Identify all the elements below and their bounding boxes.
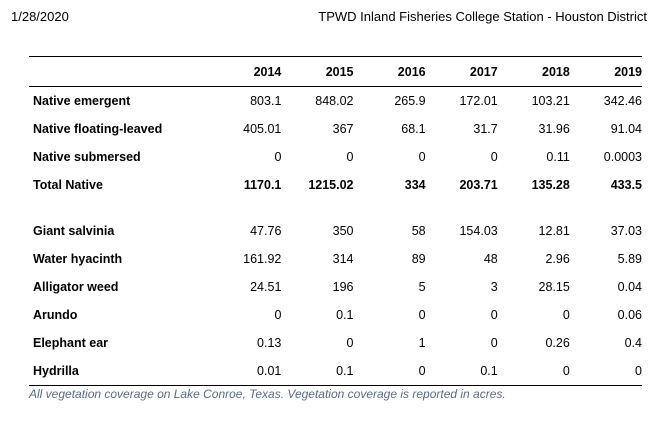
cell-value: 0.0003 xyxy=(603,150,642,164)
cell-value: 0.06 xyxy=(617,308,642,322)
cell-value: 5.89 xyxy=(617,252,642,266)
agency-title: TPWD Inland Fisheries College Station - … xyxy=(318,9,647,24)
cell-value: 103.21 xyxy=(531,94,570,108)
cell-value: 91.04 xyxy=(610,122,642,136)
cell-value: 2.96 xyxy=(545,252,570,266)
cell-value: 1170.1 xyxy=(243,178,282,192)
row-label: Arundo xyxy=(33,308,78,322)
row-label: Alligator weed xyxy=(33,280,119,294)
cell-value: 3 xyxy=(490,280,498,294)
cell-value: 58 xyxy=(411,224,426,238)
cell-value: 0.01 xyxy=(209,357,282,386)
vegetation-table-container: 2014 2015 2016 2017 2018 2019 Native eme… xyxy=(29,56,642,386)
cell-value: 0.4 xyxy=(624,336,642,350)
table-row: Native emergent 803.1 848.02 265.9 172.0… xyxy=(29,87,642,116)
table-row: Giant salvinia 47.76 350 58 154.03 12.81… xyxy=(29,217,642,245)
table-row: Hydrilla 0.01 0.1 0 0.1 0 0 xyxy=(29,357,642,386)
cell-value: 0 xyxy=(562,308,570,322)
cell-value: 1 xyxy=(418,336,426,350)
cell-value: 0 xyxy=(346,150,354,164)
cell-value: 47.76 xyxy=(250,224,282,238)
cell-value: 0 xyxy=(418,308,426,322)
cell-value: 350 xyxy=(332,224,354,238)
cell-value: 0.04 xyxy=(617,280,642,294)
cell-value: 342.46 xyxy=(603,94,642,108)
cell-value: 31.7 xyxy=(473,122,498,136)
vegetation-coverage-table: 2014 2015 2016 2017 2018 2019 Native eme… xyxy=(29,56,642,386)
cell-value: 0 xyxy=(274,150,282,164)
cell-value: 0 xyxy=(497,357,570,386)
row-label: Water hyacinth xyxy=(33,252,123,266)
total-native-row: Total Native 1170.1 1215.02 334 203.71 1… xyxy=(29,171,642,199)
cell-value: 405.01 xyxy=(243,122,282,136)
cell-value: 172.01 xyxy=(459,94,498,108)
table-row: Alligator weed 24.51 196 5 3 28.15 0.04 xyxy=(29,273,642,301)
year-header: 2016 xyxy=(353,57,426,87)
cell-value: 154.03 xyxy=(459,224,498,238)
cell-value: 0 xyxy=(490,336,498,350)
cell-value: 12.81 xyxy=(538,224,570,238)
table-row: Native submersed 0 0 0 0 0.11 0.0003 xyxy=(29,143,642,171)
cell-value: 31.96 xyxy=(538,122,570,136)
cell-value: 135.28 xyxy=(531,178,570,192)
cell-value: 37.03 xyxy=(610,224,642,238)
year-header: 2014 xyxy=(209,57,282,87)
cell-value: 48 xyxy=(483,252,498,266)
cell-value: 89 xyxy=(411,252,426,266)
table-row: Elephant ear 0.13 0 1 0 0.26 0.4 xyxy=(29,329,642,357)
cell-value: 0.1 xyxy=(281,357,354,386)
header-blank-cell xyxy=(29,57,210,87)
year-header: 2018 xyxy=(497,57,570,87)
year-header-row: 2014 2015 2016 2017 2018 2019 xyxy=(29,57,642,87)
report-date: 1/28/2020 xyxy=(11,9,69,24)
row-label: Elephant ear xyxy=(33,336,109,350)
table-row: Arundo 0 0.1 0 0 0 0.06 xyxy=(29,301,642,329)
cell-value: 24.51 xyxy=(250,280,282,294)
cell-value: 433.5 xyxy=(610,178,642,192)
row-label: Native floating-leaved xyxy=(33,122,163,136)
row-label: Hydrilla xyxy=(29,357,210,386)
cell-value: 1215.02 xyxy=(308,178,354,192)
cell-value: 203.71 xyxy=(459,178,498,192)
cell-value: 0 xyxy=(274,308,282,322)
table-row: Water hyacinth 161.92 314 89 48 2.96 5.8… xyxy=(29,245,642,273)
table-row: Native floating-leaved 405.01 367 68.1 3… xyxy=(29,115,642,143)
cell-value: 0.13 xyxy=(257,336,282,350)
cell-value: 334 xyxy=(404,178,426,192)
row-label: Total Native xyxy=(33,178,103,192)
cell-value: 161.92 xyxy=(243,252,282,266)
cell-value: 0.1 xyxy=(425,357,498,386)
cell-value: 0 xyxy=(353,357,426,386)
cell-value: 0 xyxy=(418,150,426,164)
cell-value: 0.26 xyxy=(545,336,570,350)
row-label: Native submersed xyxy=(33,150,141,164)
row-label: Giant salvinia xyxy=(33,224,115,238)
cell-value: 0.1 xyxy=(336,308,354,322)
year-header: 2019 xyxy=(569,57,642,87)
year-header: 2015 xyxy=(281,57,354,87)
cell-value: 265.9 xyxy=(394,94,426,108)
section-spacer xyxy=(29,199,642,217)
cell-value: 0.11 xyxy=(546,150,570,164)
cell-value: 28.15 xyxy=(538,280,570,294)
row-label: Native emergent xyxy=(33,94,131,108)
cell-value: 196 xyxy=(332,280,354,294)
cell-value: 68.1 xyxy=(401,122,426,136)
table-caption: All vegetation coverage on Lake Conroe, … xyxy=(29,387,506,401)
cell-value: 848.02 xyxy=(315,94,354,108)
cell-value: 803.1 xyxy=(250,94,282,108)
year-header: 2017 xyxy=(425,57,498,87)
cell-value: 367 xyxy=(332,122,354,136)
cell-value: 0 xyxy=(569,357,642,386)
cell-value: 0 xyxy=(346,336,354,350)
cell-value: 0 xyxy=(490,150,498,164)
cell-value: 5 xyxy=(418,280,426,294)
cell-value: 314 xyxy=(332,252,354,266)
cell-value: 0 xyxy=(490,308,498,322)
